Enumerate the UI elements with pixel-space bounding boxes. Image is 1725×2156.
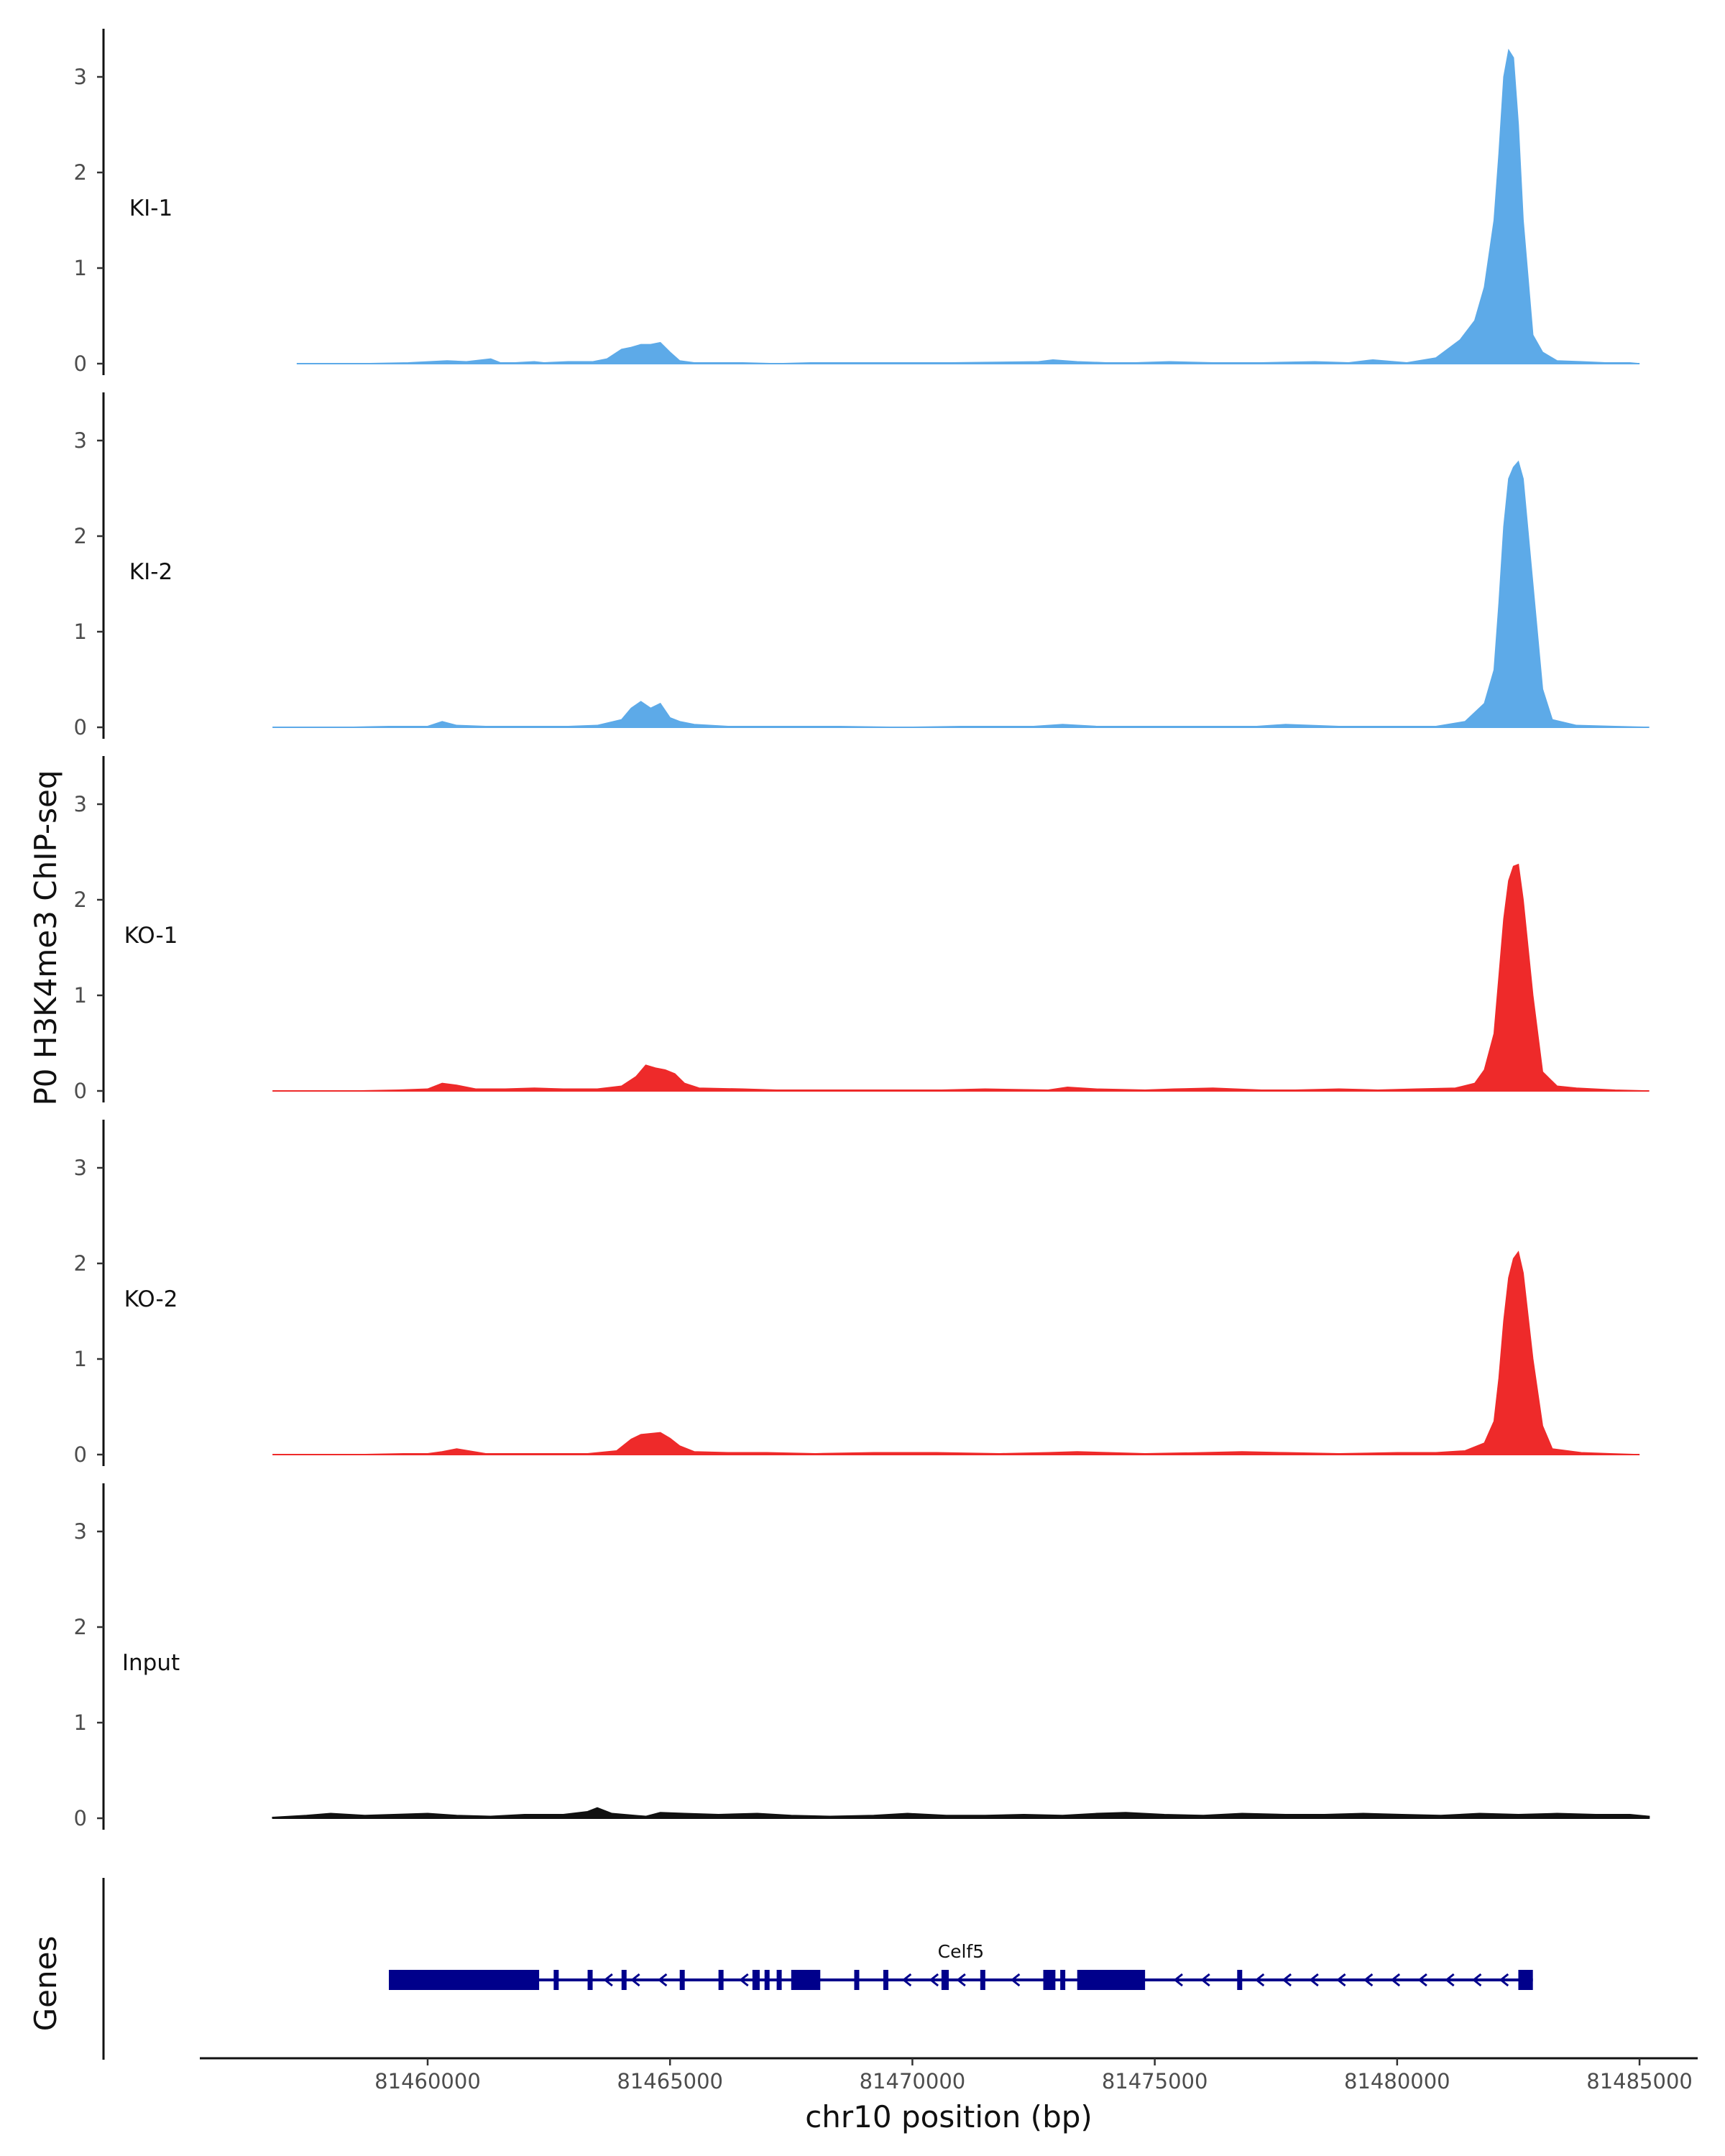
strand-chevron [1254,1973,1265,1987]
x-tick-label: 81465000 [617,2069,723,2093]
y-tick-label: 0 [74,715,87,740]
strand-chevron [1445,1973,1455,1987]
x-tick-label: 81460000 [374,2069,481,2093]
y-tick-label: 1 [74,983,87,1008]
strand-chevron [1282,1973,1292,1987]
strand-chevron [1200,1973,1210,1987]
y-tick-label: 3 [74,1156,87,1180]
signal-area [272,863,1650,1092]
strand-chevron [739,1973,749,1987]
strand-chevron [1417,1973,1427,1987]
gene-exon [1237,1970,1243,1990]
strand-chevron [603,1973,613,1987]
gene-exon [1060,1970,1066,1990]
gene-exon [791,1970,821,1990]
x-tick-label: 81475000 [1102,2069,1208,2093]
y-tick-label: 0 [74,1079,87,1103]
gene-exon [679,1970,685,1990]
strand-chevron [1472,1973,1482,1987]
track-input: 0 1 2 3 Input [74,1483,1650,1830]
track-ki-1: 0 1 2 3 KI-1 [74,29,1640,376]
gene-exon [764,1970,770,1990]
signal-tracks: 0 1 2 3 KI-1 0 1 2 3 KI-2 0 1 2 3 KO-1 0 1 2 3 KO-2 0 1 2 3 Inpu… [74,29,1650,1830]
signal-area [272,460,1650,728]
signal-area [272,1807,1650,1819]
strand-chevron [956,1973,966,1987]
gene-exon [1043,1970,1056,1990]
strand-chevron [630,1973,640,1987]
strand-chevron [1390,1973,1401,1987]
track-label: Input [122,1650,180,1676]
x-tick-label: 81470000 [860,2069,966,2093]
gene-exon [389,1970,540,1990]
strand-chevron [901,1973,912,1987]
y-tick-label: 3 [74,65,87,89]
strand-chevron [929,1973,939,1987]
y-tick-label: 0 [74,351,87,376]
gene-exon [883,1970,888,1990]
genes-track-title: Genes [28,1936,63,2032]
y-tick-label: 3 [74,428,87,453]
y-axis-title: P0 H3K4me3 ChIP-seq [28,770,63,1105]
strand-chevron [1010,1973,1021,1987]
signal-area [296,48,1640,364]
track-ko-2: 0 1 2 3 KO-2 [74,1120,1640,1467]
gene-exon [854,1970,860,1990]
gene-track: Celf5 [102,1878,1533,2060]
gene-exon [1518,1970,1533,1990]
y-tick-label: 3 [74,792,87,816]
gene-exon [587,1970,593,1990]
strand-chevron [1363,1973,1374,1987]
gene-exon [776,1970,782,1990]
gene-exon [1077,1970,1146,1990]
gene-exon [980,1970,985,1990]
x-axis-title: chr10 position (bp) [805,2099,1092,2134]
track-label: KI-1 [129,195,172,221]
y-tick-label: 2 [74,1615,87,1639]
strand-chevron [1499,1973,1509,1987]
track-ki-2: 0 1 2 3 KI-2 [74,392,1650,740]
y-tick-label: 1 [74,619,87,644]
y-tick-label: 1 [74,1710,87,1735]
track-label: KI-2 [129,559,172,585]
strand-chevron [1309,1973,1319,1987]
gene-name-label: Celf5 [938,1941,985,1962]
y-tick-label: 0 [74,1806,87,1830]
x-axis: 81460000 81465000 81470000 81475000 81480000… [200,2057,1698,2093]
y-tick-label: 3 [74,1519,87,1544]
gene-exon [553,1970,559,1990]
y-tick-label: 2 [74,160,87,185]
strand-chevron [1336,1973,1346,1987]
strand-chevron [658,1973,668,1987]
gene-exon [718,1970,724,1990]
track-label: KO-1 [124,923,178,949]
gene-exon [941,1970,949,1990]
gene-exon [621,1970,627,1990]
strand-chevron [1173,1973,1183,1987]
y-tick-label: 2 [74,888,87,912]
x-tick-label: 81485000 [1586,2069,1693,2093]
x-tick-label: 81480000 [1344,2069,1450,2093]
signal-area [272,1250,1640,1455]
y-tick-label: 2 [74,1251,87,1276]
y-tick-label: 0 [74,1442,87,1467]
y-tick-label: 2 [74,524,87,548]
y-tick-label: 1 [74,1347,87,1371]
gene-exon [752,1970,760,1990]
track-label: KO-2 [124,1286,178,1312]
track-ko-1: 0 1 2 3 KO-1 [74,756,1650,1103]
y-tick-label: 1 [74,256,87,280]
